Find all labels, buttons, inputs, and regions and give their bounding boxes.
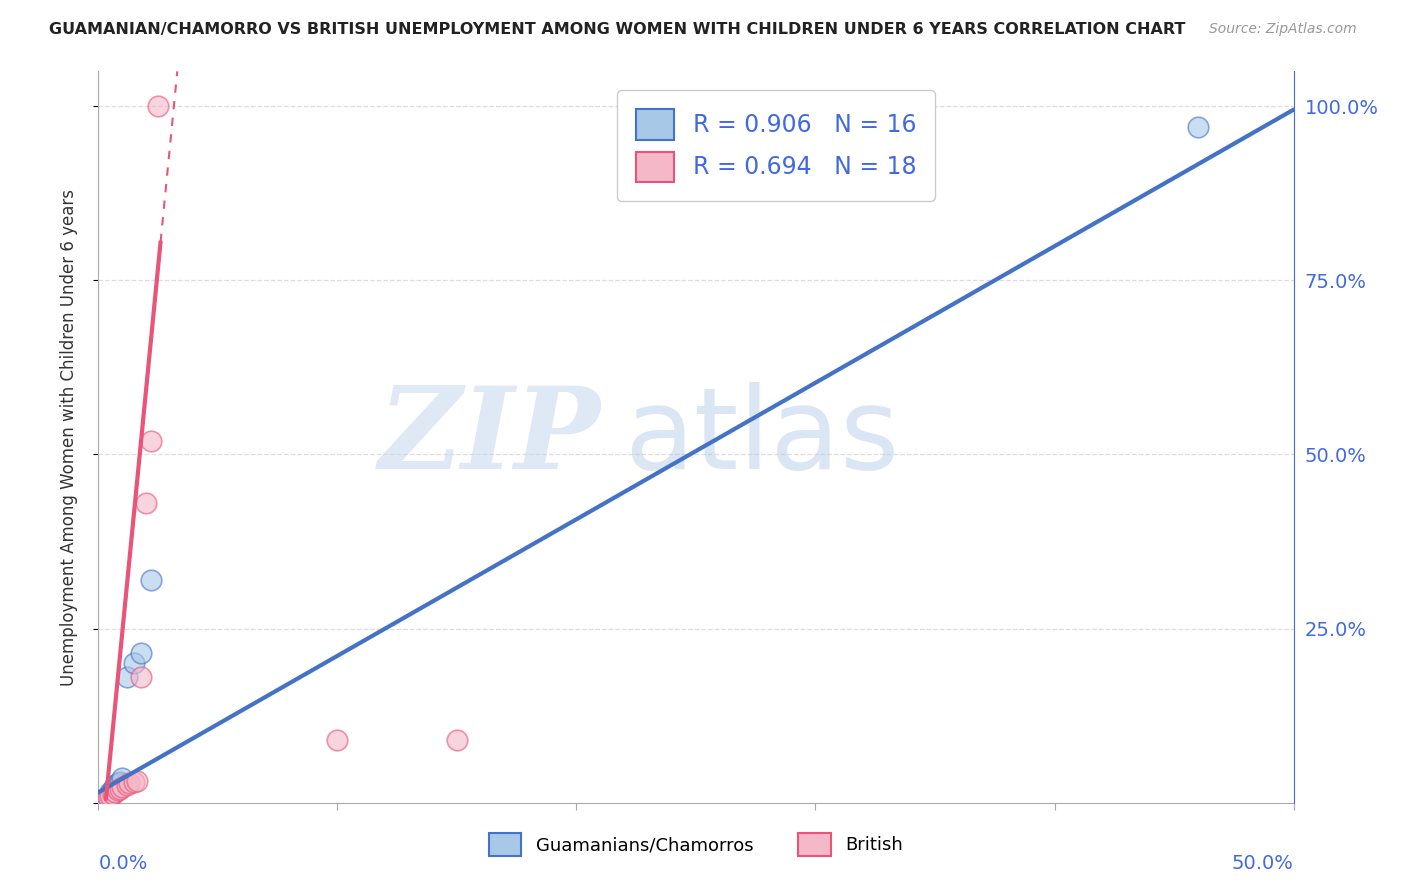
Point <box>98 789 122 803</box>
Point <box>107 783 129 797</box>
Point <box>139 434 162 448</box>
Point <box>97 791 120 805</box>
Point <box>104 785 127 799</box>
Point <box>97 790 120 805</box>
Point <box>101 783 124 797</box>
Text: Source: ZipAtlas.com: Source: ZipAtlas.com <box>1209 22 1357 37</box>
Point <box>98 788 122 802</box>
Point <box>148 99 170 113</box>
Point <box>101 781 124 796</box>
Point <box>135 496 157 510</box>
Legend: Guamanians/Chamorros, British: Guamanians/Chamorros, British <box>481 826 911 863</box>
Point <box>446 733 468 747</box>
Text: 0.0%: 0.0% <box>98 854 148 873</box>
Point <box>131 646 153 660</box>
Text: GUAMANIAN/CHAMORRO VS BRITISH UNEMPLOYMENT AMONG WOMEN WITH CHILDREN UNDER 6 YEA: GUAMANIAN/CHAMORRO VS BRITISH UNEMPLOYME… <box>49 22 1185 37</box>
Y-axis label: Unemployment Among Women with Children Under 6 years: Unemployment Among Women with Children U… <box>59 188 77 686</box>
Text: ZIP: ZIP <box>378 382 600 492</box>
Point <box>124 657 146 671</box>
Point <box>115 670 138 684</box>
Point <box>111 780 134 795</box>
Point <box>94 792 117 806</box>
Point <box>326 733 349 747</box>
Text: 50.0%: 50.0% <box>1232 854 1294 873</box>
Point <box>131 670 153 684</box>
Point <box>115 778 138 792</box>
Point <box>111 772 134 786</box>
Point <box>108 775 131 789</box>
Point <box>1187 120 1209 134</box>
Point <box>98 785 122 799</box>
Point <box>139 573 162 587</box>
Text: atlas: atlas <box>624 382 900 492</box>
Point <box>118 776 141 790</box>
Point <box>101 788 124 802</box>
Point <box>108 781 131 796</box>
Point <box>107 776 129 790</box>
Point <box>125 773 148 788</box>
Point <box>124 775 146 789</box>
Point <box>94 792 117 806</box>
Point <box>97 789 120 803</box>
Point <box>104 778 127 792</box>
